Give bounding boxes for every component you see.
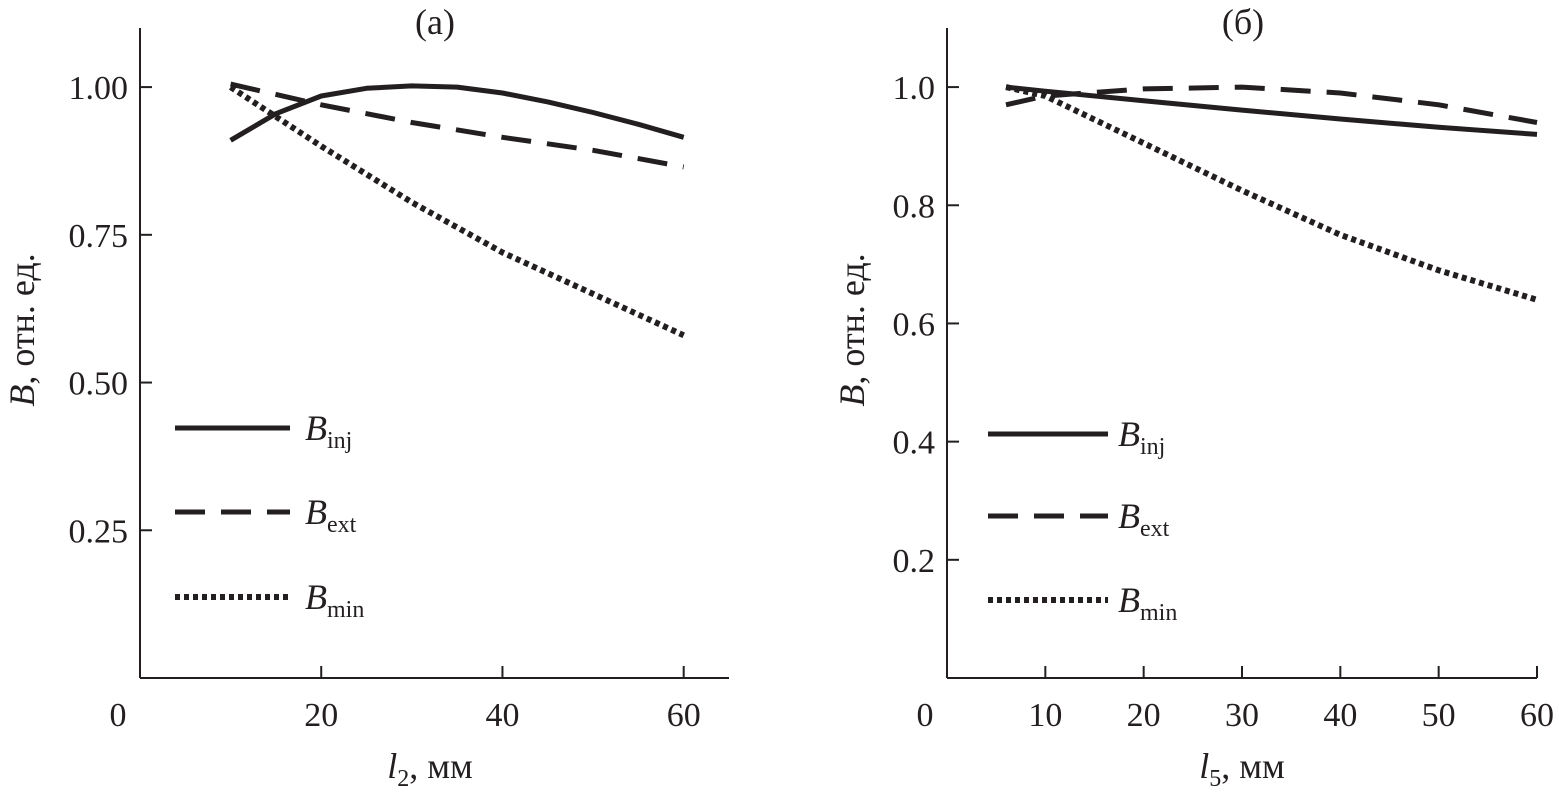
- x-tick-label: 60: [667, 697, 701, 734]
- panel-title: (a): [415, 2, 455, 42]
- x-tick-label: 20: [304, 697, 338, 734]
- y-tick-label: 0.75: [69, 218, 129, 255]
- legend-label-b-ext: Bext: [1118, 496, 1170, 542]
- y-tick-label: 0.50: [69, 366, 129, 403]
- x-tick-label: 0: [110, 697, 127, 734]
- panel-title: (б): [1222, 2, 1264, 42]
- x-tick-label: 0: [917, 697, 934, 734]
- x-tick-label: 30: [1225, 697, 1259, 734]
- x-tick-label: 20: [1127, 697, 1161, 734]
- series-line-b-inj: [229, 83, 685, 143]
- legend-label-b-inj: Binj: [1118, 414, 1165, 460]
- panel-a-chart: 0 20 40 60 0.25 0.50 0.75 1.00 (a) l2, мм B, отн. …: [2, 2, 729, 792]
- legend-label-b-ext: Bext: [305, 492, 357, 538]
- series-line-b-min: [228, 84, 685, 339]
- x-tick-label: 40: [485, 697, 519, 734]
- legend-label-b-min: Bmin: [1118, 580, 1177, 626]
- y-tick-label: 0.2: [893, 543, 936, 580]
- x-tick-label: 50: [1422, 697, 1456, 734]
- y-tick-label: 1.00: [69, 70, 129, 107]
- y-tick-label: 0.6: [893, 306, 936, 343]
- x-tick-label: 40: [1323, 697, 1357, 734]
- y-tick-label: 0.8: [893, 188, 936, 225]
- series-line-b-ext: [1005, 84, 1538, 125]
- panel-b-chart: 0 10 20 30 40 50 60 0.2 0.4 0.6 0.8 1.0 (б) l5, мм B, …: [832, 2, 1554, 792]
- y-tick-label: 1.0: [893, 70, 936, 107]
- series-line-b-min: [1005, 84, 1538, 303]
- legend-label-b-inj: Binj: [305, 408, 352, 454]
- x-axis-label: l5, мм: [1199, 746, 1285, 792]
- y-tick-label: 0.4: [893, 425, 936, 462]
- series-line-b-ext: [230, 81, 685, 170]
- y-axis-label: B, отн. ед.: [2, 253, 42, 406]
- series-line-b-inj: [1005, 84, 1538, 137]
- legend-label-b-min: Bmin: [305, 577, 364, 623]
- x-tick-label: 60: [1520, 697, 1554, 734]
- x-tick-label: 10: [1028, 697, 1062, 734]
- y-axis-label: B, отн. ед.: [832, 253, 872, 406]
- x-axis-label: l2, мм: [387, 746, 473, 792]
- y-tick-label: 0.25: [69, 513, 129, 550]
